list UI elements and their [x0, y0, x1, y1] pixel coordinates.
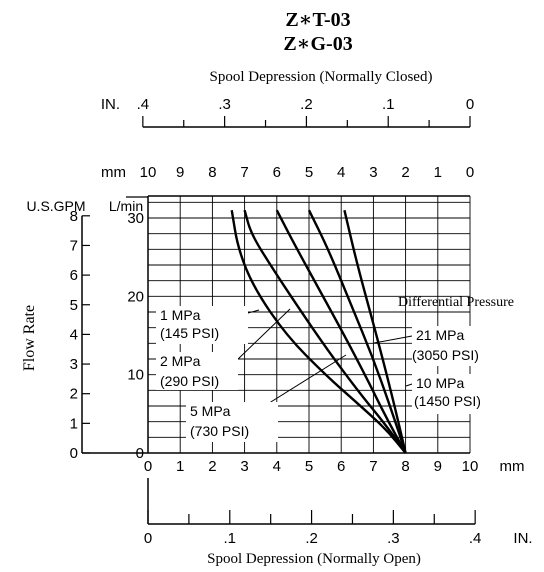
leader-1mpa [247, 309, 260, 314]
annotation-10mpa-line2: (1450 PSI) [414, 393, 481, 409]
gpm-tick-label: 2 [70, 386, 78, 403]
bottom-mm-tick-label: 6 [337, 458, 345, 475]
top-inch-scale: .4 .3 .2 .1 0 [137, 96, 474, 128]
mm-scale-unit: mm [101, 164, 126, 181]
annotation-5mpa-line2: (730 PSI) [190, 423, 249, 439]
gpm-tick-label: 8 [70, 208, 78, 225]
mm-scale-tick-label: 5 [305, 164, 313, 181]
top-scale-tick-label: .2 [300, 96, 313, 113]
lmin-tick-label: 0 [136, 445, 144, 462]
mm-scale-tick-label: 7 [240, 164, 248, 181]
bottom-scale-tick-label: .3 [387, 530, 400, 547]
bottom-inch-scale: 0 .1 .2 .3 .4 [144, 510, 482, 547]
lmin-unit-label: L/min [109, 198, 143, 214]
bottom-mm-tick-label: 10 [462, 458, 479, 475]
annotation-21mpa-line2: (3050 PSI) [412, 347, 479, 363]
box-10mpa [412, 374, 506, 414]
gpm-tick-label: 5 [70, 297, 78, 314]
gpm-unit-label: U.S.GPM [26, 198, 85, 214]
bottom-mm-tick-label: 4 [273, 458, 281, 475]
bottom-mm-tick-label: 3 [240, 458, 248, 475]
bottom-mm-unit: mm [500, 458, 525, 475]
gpm-tick-label: 1 [70, 415, 78, 432]
curve-series-2 [275, 209, 407, 454]
curve-series-0 [230, 209, 407, 454]
top-scale-unit: IN. [101, 96, 120, 113]
chart-title-line1: Z∗T-03 [285, 9, 350, 31]
leader-2mpa [235, 308, 291, 362]
top-scale-tick-label: .4 [137, 96, 150, 113]
box-5mpa [186, 402, 278, 442]
lmin-tick-label: 30 [127, 210, 144, 227]
mm-scale-labels: 10 9 8 7 6 5 4 3 2 1 0 [140, 164, 475, 181]
bottom-mm-tick-label: 5 [305, 458, 313, 475]
bottom-mm-tick-label: 0 [144, 458, 152, 475]
gpm-tick-label: 3 [70, 356, 78, 373]
bottom-mm-labels: 0 1 2 3 4 5 6 7 8 9 10 [144, 458, 479, 475]
mm-scale-tick-label: 3 [369, 164, 377, 181]
pressure-curves [230, 209, 407, 454]
mm-scale-tick-label: 4 [337, 164, 345, 181]
curve-series-1 [243, 209, 407, 454]
annotation-1mpa-line2: (145 PSI) [160, 325, 219, 341]
mm-scale-tick-label: 9 [176, 164, 184, 181]
mm-scale-tick-label: 8 [208, 164, 216, 181]
top-scale-tick-label: .3 [218, 96, 231, 113]
mm-scale-tick-label: 1 [434, 164, 442, 181]
annotation-2mpa-line1: 2 MPa [160, 353, 201, 369]
mm-scale-tick-label: 0 [466, 164, 474, 181]
box-2mpa [156, 352, 238, 390]
gpm-tick-label: 7 [70, 237, 78, 254]
mm-scale-tick-label: 2 [401, 164, 409, 181]
bottom-scale-tick-label: .4 [469, 530, 482, 547]
bottom-mm-tick-label: 1 [176, 458, 184, 475]
bottom-scale-tick-label: 0 [144, 530, 152, 547]
annotations: 1 MPa (145 PSI) 2 MPa (290 PSI) 5 MPa (7… [156, 306, 510, 442]
lmin-tick-label: 20 [127, 288, 144, 305]
leader-21mpa [373, 335, 413, 344]
curve-series-4 [343, 209, 407, 454]
lmin-tick-label: 10 [127, 367, 144, 384]
leader-10mpa [405, 383, 413, 387]
bottom-scale-caption: Spool Depression (Normally Open) [207, 551, 421, 567]
lmin-axis: 30 20 10 0 [127, 210, 144, 462]
bottom-mm-tick-label: 7 [369, 458, 377, 475]
bottom-scale-unit: IN. [513, 530, 532, 547]
bottom-scale-tick-label: .2 [305, 530, 318, 547]
annotation-2mpa-line2: (290 PSI) [160, 373, 219, 389]
curve-series-3 [307, 209, 407, 454]
top-scale-caption: Spool Depression (Normally Closed) [210, 69, 433, 85]
top-scale-tick-label: .1 [382, 96, 395, 113]
bottom-scale-tick-label: .1 [224, 530, 237, 547]
leader-5mpa [257, 354, 347, 411]
annotation-1mpa-line1: 1 MPa [160, 307, 201, 323]
annotation-10mpa-line1: 10 MPa [416, 375, 464, 391]
bottom-mm-tick-label: 9 [434, 458, 442, 475]
gpm-tick-label: 4 [70, 326, 78, 343]
box-1mpa [156, 306, 248, 344]
bottom-mm-tick-label: 8 [401, 458, 409, 475]
bottom-mm-tick-label: 2 [208, 458, 216, 475]
box-21mpa [412, 326, 510, 366]
mm-scale-tick-label: 6 [273, 164, 281, 181]
gpm-tick-label: 0 [70, 445, 78, 462]
top-scale-tick-label: 0 [466, 96, 474, 113]
annotation-5mpa-line1: 5 MPa [190, 403, 231, 419]
legend-title: Differential Pressure [398, 295, 514, 310]
gpm-tick-label: 6 [70, 267, 78, 284]
mm-scale-tick-label: 10 [140, 164, 157, 181]
annotation-21mpa-line1: 21 MPa [416, 327, 464, 343]
flow-rate-axis-label: Flow Rate [21, 305, 38, 371]
chart-title-line2: Z∗G-03 [283, 33, 352, 55]
